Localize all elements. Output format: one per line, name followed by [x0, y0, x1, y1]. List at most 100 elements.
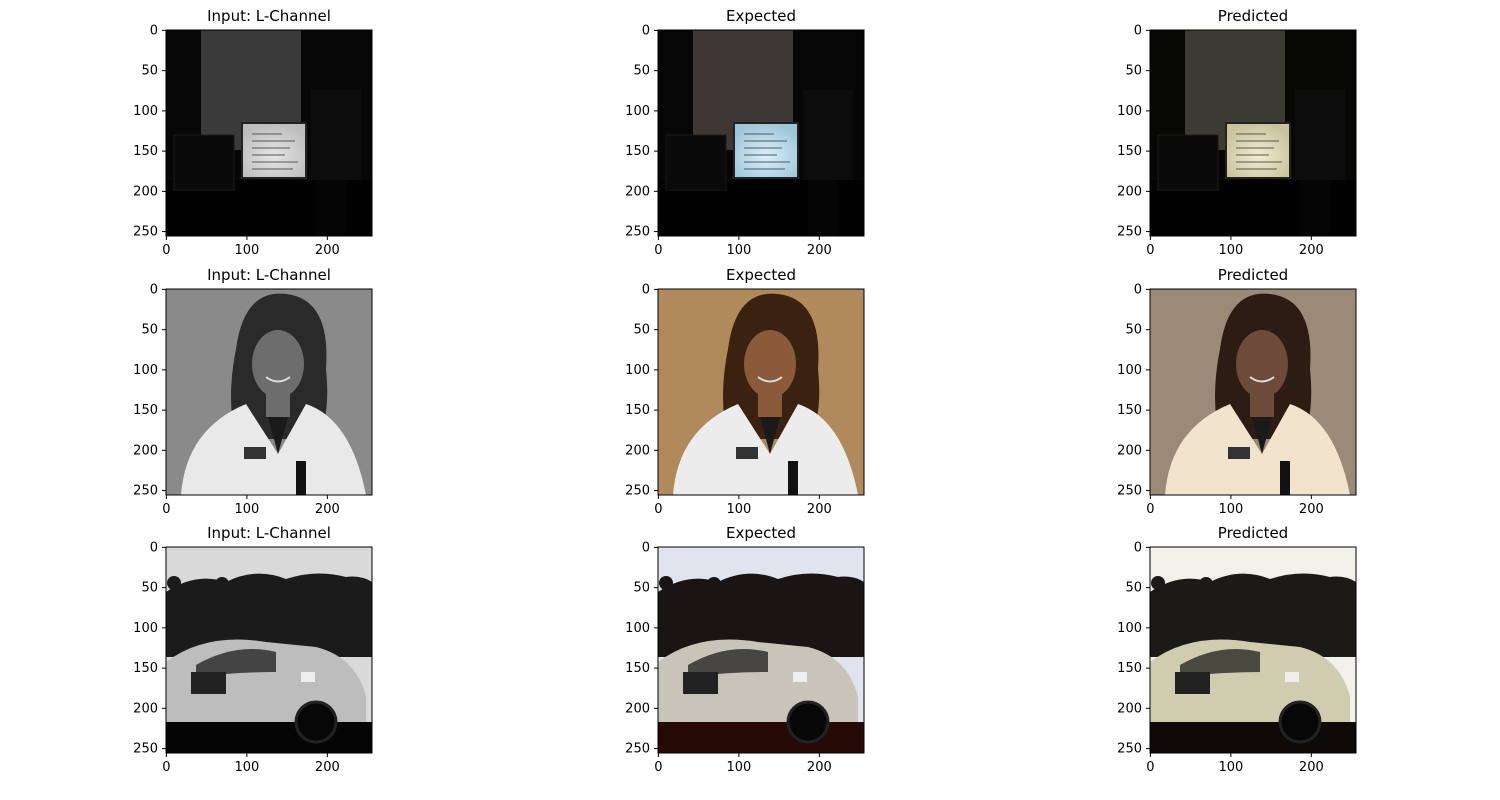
- y-tick-label: 100: [625, 363, 650, 378]
- x-tick-label: 100: [1218, 760, 1243, 775]
- panel-image: [166, 289, 372, 495]
- y-tick-label: 0: [1134, 540, 1142, 555]
- y-tick-label: 200: [1117, 184, 1142, 199]
- y-tick-label: 200: [133, 184, 158, 199]
- panel-title: Input: L-Channel: [207, 7, 331, 25]
- y-tick-label: 200: [625, 443, 650, 458]
- y-tick-label: 250: [1117, 225, 1142, 240]
- x-tick-label: 0: [162, 243, 170, 258]
- y-tick-label: 150: [625, 661, 650, 676]
- panel-image: [1150, 547, 1356, 753]
- x-tick-label: 100: [234, 243, 259, 258]
- x-tick-label: 100: [726, 760, 751, 775]
- y-tick-label: 250: [625, 484, 650, 499]
- y-tick-label: 0: [642, 540, 650, 555]
- x-tick-label: 100: [234, 760, 259, 775]
- y-tick-label: 150: [133, 661, 158, 676]
- y-tick-label: 50: [1125, 581, 1142, 596]
- panel-woman-portrait-input: Input: L-Channel 0 50 100 150 200 250 0 100 200: [133, 266, 373, 517]
- y-tick-label: 50: [141, 581, 158, 596]
- y-tick-label: 200: [133, 701, 158, 716]
- panel-title: Predicted: [1218, 266, 1288, 284]
- panel-office-monitor-expected: Expected 0 50 100 150 200 250 0 100 200: [625, 7, 865, 258]
- x-tick-label: 100: [1218, 502, 1243, 517]
- x-tick-label: 100: [726, 243, 751, 258]
- y-tick-label: 50: [141, 64, 158, 79]
- x-tick-label: 200: [315, 502, 340, 517]
- y-tick-label: 250: [1117, 742, 1142, 757]
- panel-woman-portrait-predicted: Predicted 0 50 100 150 200 250 0 100 200: [1117, 266, 1357, 517]
- x-tick-label: 100: [1218, 243, 1243, 258]
- y-tick-label: 0: [150, 540, 158, 555]
- x-tick-label: 200: [807, 760, 832, 775]
- panel-image: [1150, 30, 1356, 236]
- panel-image: [658, 289, 864, 495]
- panel-office-monitor-input: Input: L-Channel 0 50 100 150 200 250 0 100 200: [133, 7, 373, 258]
- y-tick-label: 250: [1117, 484, 1142, 499]
- axes-frame: [657, 288, 865, 496]
- y-tick-label: 250: [625, 742, 650, 757]
- x-tick-label: 200: [315, 243, 340, 258]
- panel-race-car-crowd-expected: Expected 0 50 100 150 200 250 0 100 200: [625, 524, 865, 775]
- panel-title: Predicted: [1218, 7, 1288, 25]
- axes-frame: [165, 29, 373, 237]
- x-tick-label: 200: [1299, 502, 1324, 517]
- y-tick-label: 50: [1125, 323, 1142, 338]
- x-tick-label: 200: [315, 760, 340, 775]
- panel-race-car-crowd-predicted: Predicted 0 50 100 150 200 250 0 100 200: [1117, 524, 1357, 775]
- y-tick-label: 100: [1117, 363, 1142, 378]
- y-tick-label: 100: [133, 104, 158, 119]
- x-tick-label: 0: [162, 502, 170, 517]
- x-tick-label: 0: [162, 760, 170, 775]
- y-tick-label: 0: [150, 282, 158, 297]
- x-tick-label: 100: [234, 502, 259, 517]
- x-tick-label: 0: [654, 760, 662, 775]
- y-tick-label: 150: [625, 144, 650, 159]
- y-tick-label: 250: [133, 742, 158, 757]
- y-tick-label: 250: [133, 225, 158, 240]
- x-tick-label: 200: [807, 502, 832, 517]
- axes-frame: [165, 546, 373, 754]
- y-tick-label: 250: [133, 484, 158, 499]
- panel-title: Expected: [726, 524, 796, 542]
- y-tick-label: 200: [133, 443, 158, 458]
- panel-image: [658, 30, 864, 236]
- y-tick-label: 150: [1117, 144, 1142, 159]
- y-tick-label: 0: [642, 23, 650, 38]
- y-tick-label: 250: [625, 225, 650, 240]
- panel-title: Expected: [726, 7, 796, 25]
- y-tick-label: 50: [141, 323, 158, 338]
- x-tick-label: 0: [1146, 760, 1154, 775]
- panel-image: [1150, 289, 1356, 495]
- panel-image: [166, 30, 372, 236]
- y-tick-label: 150: [1117, 661, 1142, 676]
- panel-office-monitor-predicted: Predicted 0 50 100 150 200 250 0 100 200: [1117, 7, 1357, 258]
- panel-title: Expected: [726, 266, 796, 284]
- panel-title: Input: L-Channel: [207, 524, 331, 542]
- panel-title: Predicted: [1218, 524, 1288, 542]
- y-tick-label: 200: [625, 184, 650, 199]
- x-tick-label: 200: [1299, 243, 1324, 258]
- x-tick-label: 0: [654, 243, 662, 258]
- panel-woman-portrait-expected: Expected 0 50 100 150 200 250 0 100 200: [625, 266, 865, 517]
- y-tick-label: 200: [1117, 701, 1142, 716]
- x-tick-label: 0: [1146, 243, 1154, 258]
- y-tick-label: 0: [1134, 23, 1142, 38]
- axes-frame: [1149, 29, 1357, 237]
- y-tick-label: 100: [1117, 621, 1142, 636]
- panel-title: Input: L-Channel: [207, 266, 331, 284]
- y-tick-label: 150: [1117, 403, 1142, 418]
- y-tick-label: 100: [133, 363, 158, 378]
- x-tick-label: 200: [807, 243, 832, 258]
- y-tick-label: 150: [133, 403, 158, 418]
- axes-frame: [657, 29, 865, 237]
- panel-image: [658, 547, 864, 753]
- y-tick-label: 0: [1134, 282, 1142, 297]
- panel-image: [166, 547, 372, 753]
- panel-race-car-crowd-input: Input: L-Channel 0 50 100 150 200 250 0 100 200: [133, 524, 373, 775]
- axes-frame: [1149, 288, 1357, 496]
- y-tick-label: 100: [625, 104, 650, 119]
- y-tick-label: 200: [625, 701, 650, 716]
- y-tick-label: 150: [133, 144, 158, 159]
- x-tick-label: 0: [1146, 502, 1154, 517]
